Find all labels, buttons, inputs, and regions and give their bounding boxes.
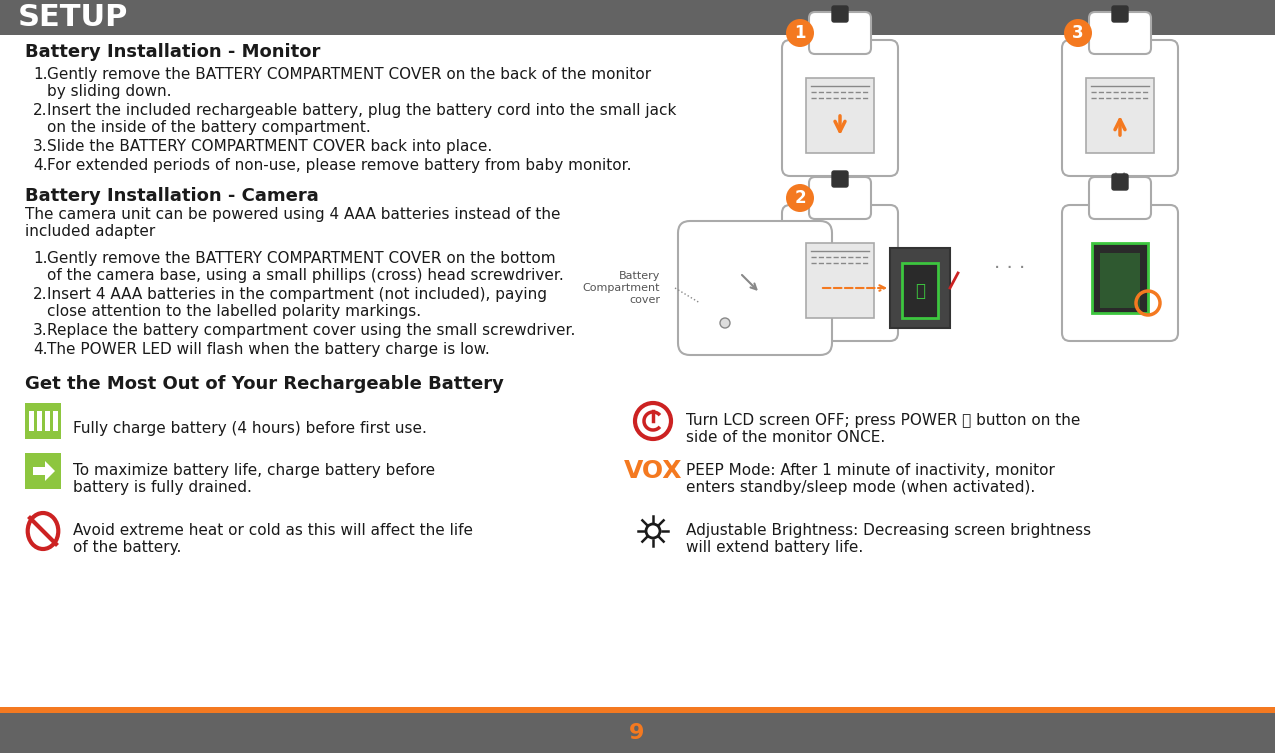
Circle shape xyxy=(785,19,813,47)
Text: Insert the included rechargeable battery, plug the battery cord into the small j: Insert the included rechargeable battery… xyxy=(47,103,676,118)
FancyBboxPatch shape xyxy=(1062,205,1178,341)
Text: 1.: 1. xyxy=(33,67,47,82)
Text: by sliding down.: by sliding down. xyxy=(47,84,172,99)
FancyBboxPatch shape xyxy=(782,40,898,176)
Bar xyxy=(0,0,1275,35)
Text: Avoid extreme heat or cold as this will affect the life: Avoid extreme heat or cold as this will … xyxy=(73,523,473,538)
Circle shape xyxy=(720,318,731,328)
Text: 1: 1 xyxy=(794,24,806,42)
Circle shape xyxy=(1065,19,1091,47)
Text: Fully charge battery (4 hours) before first use.: Fully charge battery (4 hours) before fi… xyxy=(73,421,427,436)
Bar xyxy=(901,263,938,318)
Bar xyxy=(28,411,33,431)
Bar xyxy=(45,411,50,431)
FancyBboxPatch shape xyxy=(810,12,871,54)
Text: 2.: 2. xyxy=(33,103,47,118)
Text: Battery
Compartment
cover: Battery Compartment cover xyxy=(583,271,660,305)
Text: 2.: 2. xyxy=(33,287,47,302)
Bar xyxy=(0,707,1275,713)
Text: Gently remove the BATTERY COMPARTMENT COVER on the bottom: Gently remove the BATTERY COMPARTMENT CO… xyxy=(47,251,556,266)
FancyBboxPatch shape xyxy=(833,6,848,22)
Text: enters standby/sleep mode (when activated).: enters standby/sleep mode (when activate… xyxy=(686,480,1035,495)
FancyBboxPatch shape xyxy=(1062,40,1178,176)
Text: To maximize battery life, charge battery before: To maximize battery life, charge battery… xyxy=(73,463,435,478)
Text: 2: 2 xyxy=(794,189,806,207)
Bar xyxy=(0,713,1275,753)
Text: 4.: 4. xyxy=(33,342,47,357)
FancyBboxPatch shape xyxy=(1089,177,1151,219)
Bar xyxy=(1086,78,1154,153)
Text: 🔋: 🔋 xyxy=(915,282,924,300)
Text: Gently remove the BATTERY COMPARTMENT COVER on the back of the monitor: Gently remove the BATTERY COMPARTMENT CO… xyxy=(47,67,652,82)
FancyBboxPatch shape xyxy=(1112,174,1128,190)
Text: side of the monitor ONCE.: side of the monitor ONCE. xyxy=(686,430,885,445)
Text: Turn LCD screen OFF; press POWER ⏻ button on the: Turn LCD screen OFF; press POWER ⏻ butto… xyxy=(686,413,1080,428)
FancyBboxPatch shape xyxy=(678,221,833,355)
Bar xyxy=(37,411,42,431)
Text: of the camera base, using a small phillips (cross) head screwdriver.: of the camera base, using a small philli… xyxy=(47,268,564,283)
Text: 9: 9 xyxy=(630,723,645,743)
Bar xyxy=(806,78,873,153)
Text: battery is fully drained.: battery is fully drained. xyxy=(73,480,252,495)
Bar xyxy=(1091,243,1148,313)
Text: on the inside of the battery compartment.: on the inside of the battery compartment… xyxy=(47,120,371,135)
Bar xyxy=(52,411,57,431)
Bar xyxy=(1100,253,1140,308)
Bar xyxy=(890,248,950,328)
Text: Replace the battery compartment cover using the small screwdriver.: Replace the battery compartment cover us… xyxy=(47,323,575,338)
FancyBboxPatch shape xyxy=(26,453,61,489)
Text: 1.: 1. xyxy=(33,251,47,266)
Text: included adapter: included adapter xyxy=(26,224,156,239)
Text: of the battery.: of the battery. xyxy=(73,540,181,555)
FancyBboxPatch shape xyxy=(833,171,848,187)
Text: Battery Installation - Camera: Battery Installation - Camera xyxy=(26,187,319,205)
Text: 3.: 3. xyxy=(33,323,47,338)
Text: For extended periods of non-use, please remove battery from baby monitor.: For extended periods of non-use, please … xyxy=(47,158,631,173)
Polygon shape xyxy=(33,461,55,481)
Text: 4.: 4. xyxy=(33,158,47,173)
Text: Insert 4 AAA batteries in the compartment (not included), paying: Insert 4 AAA batteries in the compartmen… xyxy=(47,287,547,302)
Text: The camera unit can be powered using 4 AAA batteries instead of the: The camera unit can be powered using 4 A… xyxy=(26,207,561,222)
Text: SETUP: SETUP xyxy=(18,3,129,32)
FancyBboxPatch shape xyxy=(26,403,61,439)
Text: The POWER LED will flash when the battery charge is low.: The POWER LED will flash when the batter… xyxy=(47,342,490,357)
Text: 3.: 3. xyxy=(33,139,47,154)
Text: VOX: VOX xyxy=(623,459,682,483)
Text: PEEP Mode: After 1 minute of inactivity, monitor: PEEP Mode: After 1 minute of inactivity,… xyxy=(686,463,1054,478)
Text: will extend battery life.: will extend battery life. xyxy=(686,540,863,555)
Text: Battery Installation - Monitor: Battery Installation - Monitor xyxy=(26,43,320,61)
Circle shape xyxy=(785,184,813,212)
Text: Adjustable Brightness: Decreasing screen brightness: Adjustable Brightness: Decreasing screen… xyxy=(686,523,1091,538)
FancyBboxPatch shape xyxy=(810,177,871,219)
Bar xyxy=(806,243,873,318)
Text: Slide the BATTERY COMPARTMENT COVER back into place.: Slide the BATTERY COMPARTMENT COVER back… xyxy=(47,139,492,154)
Text: Get the Most Out of Your Rechargeable Battery: Get the Most Out of Your Rechargeable Ba… xyxy=(26,375,504,393)
Text: close attention to the labelled polarity markings.: close attention to the labelled polarity… xyxy=(47,304,421,319)
FancyBboxPatch shape xyxy=(1089,12,1151,54)
FancyBboxPatch shape xyxy=(1112,6,1128,22)
FancyBboxPatch shape xyxy=(782,205,898,341)
Text: · · ·: · · · xyxy=(994,258,1025,278)
Text: 3: 3 xyxy=(1072,24,1084,42)
